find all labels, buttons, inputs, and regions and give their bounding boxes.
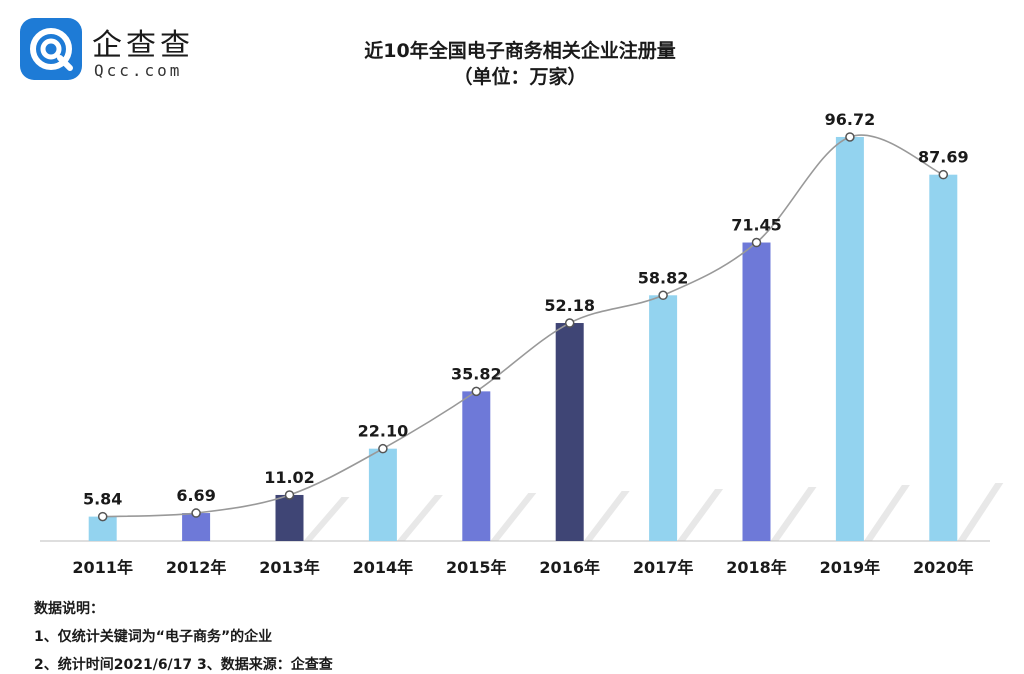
x-tick-label: 2015年: [446, 558, 507, 577]
x-tick-label: 2013年: [259, 558, 320, 577]
brand-domain: Qcc.com: [94, 61, 183, 80]
bar-2017年: [649, 295, 678, 541]
x-tick-label: 2020年: [913, 558, 974, 577]
notes-heading: 数据说明：: [34, 601, 104, 617]
point-marker-2019年: [845, 132, 855, 142]
x-tick-label: 2014年: [353, 558, 414, 577]
point-marker-2020年: [938, 169, 949, 180]
point-marker-2012年: [191, 508, 201, 518]
data-label-2011年: 5.84: [83, 490, 122, 509]
bar-2020年: [929, 174, 958, 541]
data-label-2020年: 87.69: [918, 148, 969, 167]
data-label-2018年: 71.45: [731, 216, 782, 235]
data-label-2013年: 11.02: [264, 468, 315, 487]
point-marker-2015年: [471, 386, 482, 397]
bar-2018年: [742, 242, 771, 541]
bar-shadow: [583, 491, 630, 541]
bar-2014年: [368, 448, 397, 541]
data-label-2015年: 35.82: [451, 364, 502, 383]
x-tick-label: 2019年: [820, 558, 881, 577]
chart-subtitle: （单位：万家）: [453, 66, 587, 88]
qcc-logo-icon: [20, 18, 82, 80]
bar-2015年: [462, 391, 491, 541]
bar-shadow: [396, 495, 443, 541]
x-tick-label: 2011年: [72, 558, 133, 577]
point-marker-2014年: [378, 443, 388, 454]
bar-2019年: [835, 136, 864, 541]
data-label-2014年: 22.10: [358, 422, 409, 441]
x-tick-label: 2012年: [166, 558, 227, 577]
point-marker-2016年: [564, 318, 575, 328]
bar-shadow: [770, 487, 817, 541]
notes-line-1: 1、仅统计关键词为“电子商务”的企业: [34, 629, 273, 645]
brand-name: 企查查: [92, 28, 194, 63]
bar-2013年: [275, 494, 304, 541]
x-tick-label: 2018年: [726, 558, 787, 577]
point-marker-2011年: [97, 511, 108, 522]
bar-shadow: [863, 485, 910, 541]
x-tick-label: 2017年: [633, 558, 694, 577]
x-tick-label: 2016年: [539, 558, 600, 577]
chart-title: 近10年全国电子商务相关企业注册量: [364, 40, 676, 62]
bar-shadow: [490, 493, 537, 541]
notes-line-2: 2、统计时间2021/6/17 3、数据来源：企查查: [34, 657, 333, 673]
bar-shadow: [677, 489, 724, 541]
point-marker-2013年: [284, 490, 295, 500]
bar-shadow: [303, 497, 350, 541]
point-marker-2017年: [658, 290, 668, 301]
trend-line: [102, 134, 944, 518]
data-label-2016年: 52.18: [544, 296, 595, 315]
point-marker-2018年: [751, 237, 762, 248]
bar-2016年: [555, 323, 584, 541]
bar-shadow: [957, 483, 1004, 541]
data-label-2019年: 96.72: [825, 110, 876, 129]
data-label-2012年: 6.69: [176, 486, 215, 505]
data-label-2017年: 58.82: [638, 268, 689, 287]
brand-logo: 企查查 Qcc.com: [20, 18, 200, 84]
